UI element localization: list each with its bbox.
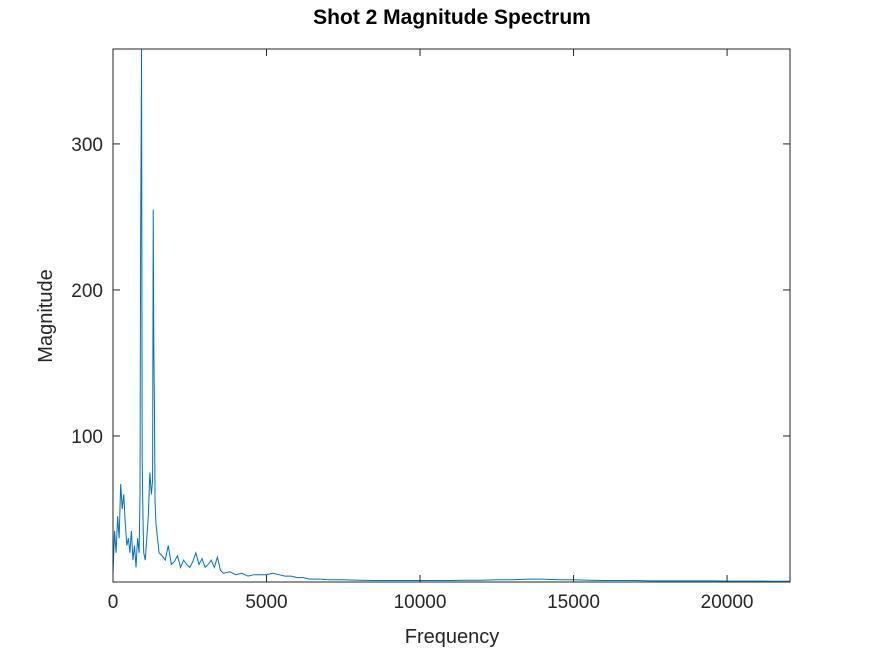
axis-ticks: 0 5000 10000 15000 20000 100 200 300 bbox=[71, 49, 790, 613]
spectrum-series-line bbox=[113, 49, 790, 582]
x-tick-label: 15000 bbox=[547, 592, 600, 613]
x-tick-label: 5000 bbox=[245, 592, 287, 613]
x-tick-label: 0 bbox=[108, 592, 119, 613]
y-tick-label: 100 bbox=[71, 427, 103, 448]
y-tick-label: 200 bbox=[71, 281, 103, 302]
y-axis-label: Magnitude bbox=[35, 269, 57, 362]
plot-area bbox=[112, 48, 791, 583]
axes-box bbox=[112, 48, 791, 583]
chart-title: Shot 2 Magnitude Spectrum bbox=[313, 6, 591, 29]
x-axis-label: Frequency bbox=[405, 626, 500, 648]
y-tick-label: 300 bbox=[71, 135, 103, 156]
x-tick-label: 20000 bbox=[701, 592, 754, 613]
x-tick-label: 10000 bbox=[394, 592, 447, 613]
